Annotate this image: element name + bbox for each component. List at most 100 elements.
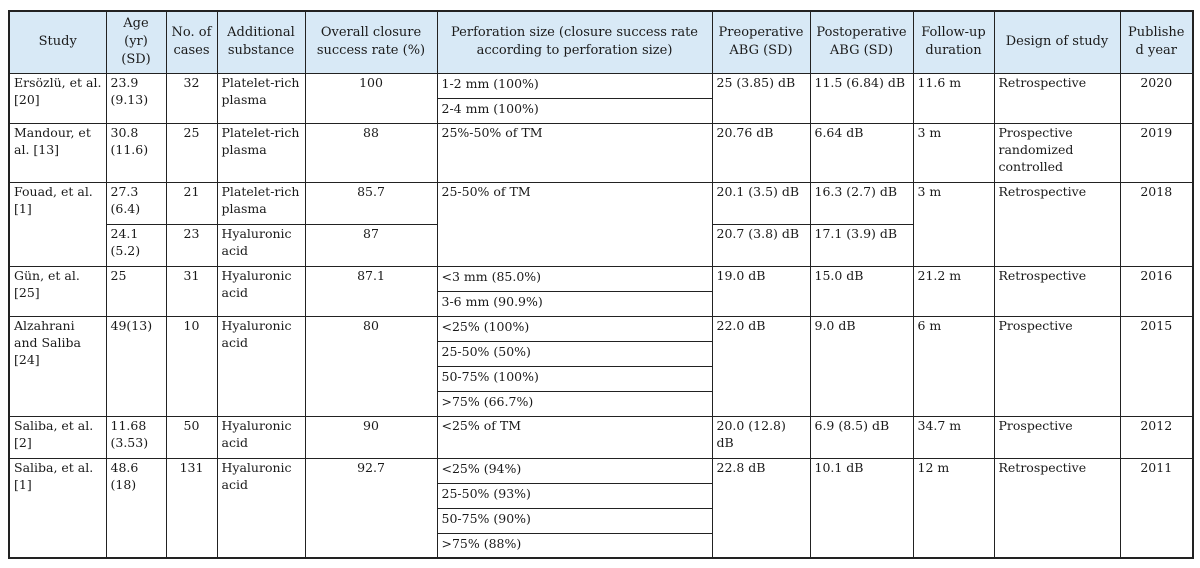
cell-perforation: >75% (88%) [436, 532, 713, 559]
cell-post-abg: 11.5 (6.84) dB [809, 72, 914, 124]
cell-study: Saliba, et al. [2] [8, 415, 107, 459]
cell-closure: 100 [304, 72, 438, 124]
cell-pre-abg: 20.76 dB [711, 122, 811, 183]
cell-perforation: >75% (66.7%) [436, 390, 713, 417]
table-row: Saliba, et al. [2] 11.68 (3.53) 50 Hyalu… [8, 415, 1194, 459]
cell-post-abg: 16.3 (2.7) dB [809, 181, 914, 225]
header-followup: Follow-up duration [912, 10, 995, 74]
table-subrow: 2-4 mm (100%) [9, 97, 1193, 124]
cell-perforation: 2-4 mm (100%) [436, 97, 713, 124]
header-substance: Additional substance [216, 10, 306, 74]
cell-perforation: 25-50% (50%) [436, 340, 713, 367]
header-pre-abg: Preoperative ABG (SD) [711, 10, 811, 74]
table-row: Alzahrani and Saliba [24] 49(13) 10 Hyal… [8, 315, 1194, 417]
cell-substance: Platelet-rich plasma [216, 72, 306, 124]
cell-perforation: 50-75% (100%) [436, 365, 713, 392]
cell-year: 2016 [1119, 265, 1194, 317]
cell-study: Fouad, et al. [1] [8, 181, 107, 267]
cell-year: 2012 [1119, 415, 1194, 459]
table-subrow: 24.1 (5.2) 23 Hyaluronic acid 87 20.7 (3… [9, 223, 1193, 267]
table-row: Fouad, et al. [1] 27.3 (6.4) 21 Platelet… [8, 181, 1194, 267]
cell-pre-abg: 19.0 dB [711, 265, 811, 317]
cell-closure: 87.1 [304, 265, 438, 317]
cell-post-abg: 17.1 (3.9) dB [809, 223, 914, 267]
cell-substance: Hyaluronic acid [216, 315, 306, 417]
cell-post-abg: 9.0 dB [809, 315, 914, 417]
cell-perforation: 25-50% of TM [436, 181, 713, 267]
cell-closure: 80 [304, 315, 438, 417]
cell-age: 30.8 (11.6) [105, 122, 167, 183]
cell-cases: 50 [165, 415, 218, 459]
study-comparison-table: Study Age (yr) (SD) No. of cases Additio… [8, 10, 1194, 559]
header-year: Published year [1119, 10, 1194, 74]
cell-perforation: 25-50% (93%) [436, 482, 713, 509]
header-study: Study [8, 10, 107, 74]
cell-followup: 12 m [912, 457, 995, 559]
cell-study: Mandour, et al. [13] [8, 122, 107, 183]
header-post-abg: Postoperative ABG (SD) [809, 10, 914, 74]
table-row: Ersözlü, et al. [20] 23.9 (9.13) 32 Plat… [8, 72, 1194, 124]
table-row: Saliba, et al. [1] 48.6 (18) 131 Hyaluro… [8, 457, 1194, 559]
cell-perforation: 50-75% (90%) [436, 507, 713, 534]
cell-design: Retrospective [993, 457, 1121, 559]
cell-design: Retrospective [993, 181, 1121, 267]
header-cases: No. of cases [165, 10, 218, 74]
cell-study: Saliba, et al. [1] [8, 457, 107, 559]
cell-cases: 23 [165, 223, 218, 267]
table-row: Mandour, et al. [13] 30.8 (11.6) 25 Plat… [8, 122, 1194, 183]
cell-cases: 31 [165, 265, 218, 317]
cell-followup: 21.2 m [912, 265, 995, 317]
cell-study: Gün, et al. [25] [8, 265, 107, 317]
cell-cases: 10 [165, 315, 218, 417]
table-row: Gün, et al. [25] 25 31 Hyaluronic acid 8… [8, 265, 1194, 317]
cell-followup: 6 m [912, 315, 995, 417]
cell-pre-abg: 25 (3.85) dB [711, 72, 811, 124]
cell-substance: Platelet-rich plasma [216, 122, 306, 183]
cell-closure: 90 [304, 415, 438, 459]
cell-age: 49(13) [105, 315, 167, 417]
cell-closure: 87 [304, 223, 438, 267]
header-row: Study Age (yr) (SD) No. of cases Additio… [8, 10, 1194, 74]
cell-post-abg: 15.0 dB [809, 265, 914, 317]
cell-pre-abg: 22.8 dB [711, 457, 811, 559]
table-subrow: 50-75% (100%) [9, 365, 1193, 392]
cell-pre-abg: 20.0 (12.8) dB [711, 415, 811, 459]
cell-design: Prospective [993, 315, 1121, 417]
cell-perforation: 3-6 mm (90.9%) [436, 290, 713, 317]
header-perforation: Perforation size (closure success rate a… [436, 10, 713, 74]
cell-design: Retrospective [993, 72, 1121, 124]
cell-cases: 21 [165, 181, 218, 225]
cell-year: 2019 [1119, 122, 1194, 183]
cell-substance: Hyaluronic acid [216, 415, 306, 459]
cell-study: Ersözlü, et al. [20] [8, 72, 107, 124]
cell-age: 24.1 (5.2) [105, 223, 167, 267]
cell-pre-abg: 22.0 dB [711, 315, 811, 417]
table-subrow: >75% (88%) [9, 532, 1193, 559]
cell-age: 11.68 (3.53) [105, 415, 167, 459]
cell-year: 2015 [1119, 315, 1194, 417]
cell-age: 25 [105, 265, 167, 317]
cell-year: 2011 [1119, 457, 1194, 559]
cell-substance: Hyaluronic acid [216, 457, 306, 559]
cell-followup: 34.7 m [912, 415, 995, 459]
cell-followup: 11.6 m [912, 72, 995, 124]
cell-post-abg: 10.1 dB [809, 457, 914, 559]
cell-closure: 92.7 [304, 457, 438, 559]
cell-age: 23.9 (9.13) [105, 72, 167, 124]
cell-design: Retrospective [993, 265, 1121, 317]
header-design: Design of study [993, 10, 1121, 74]
cell-perforation: <3 mm (85.0%) [436, 265, 713, 292]
cell-substance: Hyaluronic acid [216, 265, 306, 317]
cell-design: Prospective [993, 415, 1121, 459]
cell-cases: 131 [165, 457, 218, 559]
cell-year: 2020 [1119, 72, 1194, 124]
cell-perforation: <25% (94%) [436, 457, 713, 484]
cell-perforation: 1-2 mm (100%) [436, 72, 713, 99]
cell-perforation: <25% of TM [436, 415, 713, 459]
cell-year: 2018 [1119, 181, 1194, 267]
cell-substance: Platelet-rich plasma [216, 181, 306, 225]
cell-age: 27.3 (6.4) [105, 181, 167, 225]
cell-closure: 85.7 [304, 181, 438, 225]
cell-followup: 3 m [912, 122, 995, 183]
cell-substance: Hyaluronic acid [216, 223, 306, 267]
